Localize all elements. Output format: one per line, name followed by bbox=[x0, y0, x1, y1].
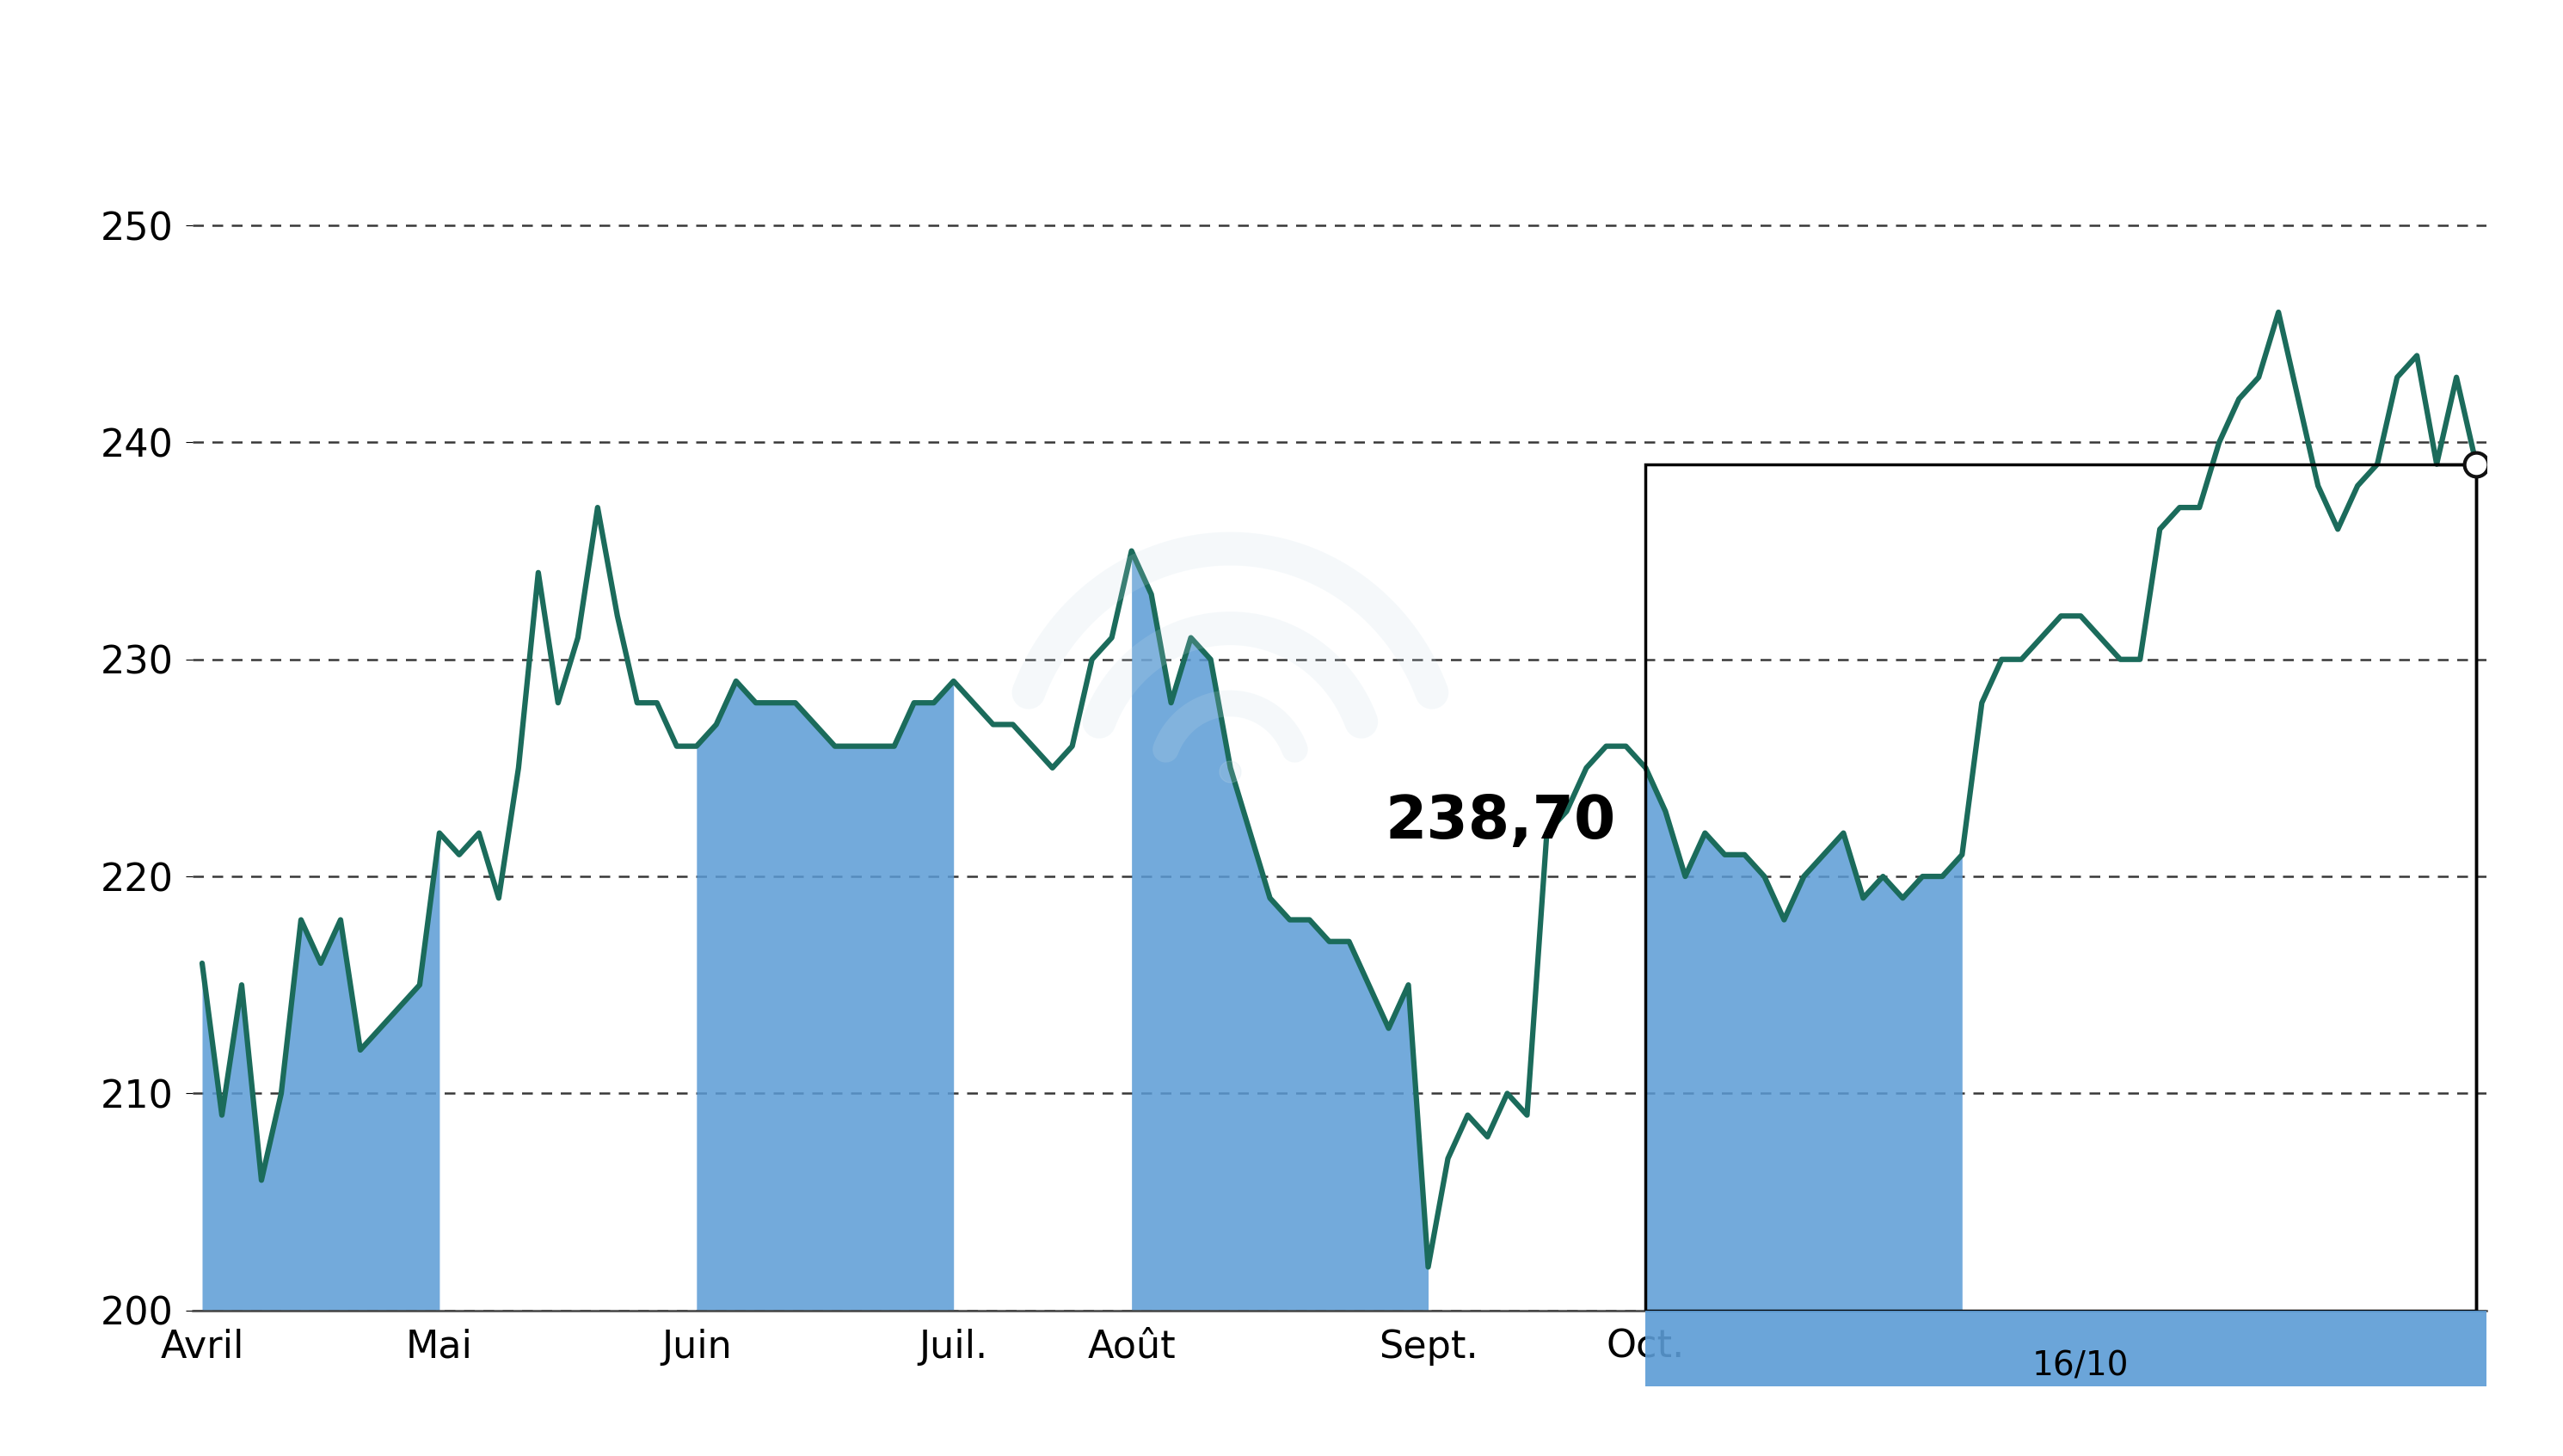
Text: 238,70: 238,70 bbox=[1384, 794, 1617, 850]
Text: 16/10: 16/10 bbox=[2032, 1350, 2130, 1382]
Bar bbox=[1645, 1310, 2486, 1386]
Text: SCHNEIDER ELECTRIC: SCHNEIDER ELECTRIC bbox=[630, 32, 1933, 135]
Bar bbox=[1645, 464, 2476, 1310]
